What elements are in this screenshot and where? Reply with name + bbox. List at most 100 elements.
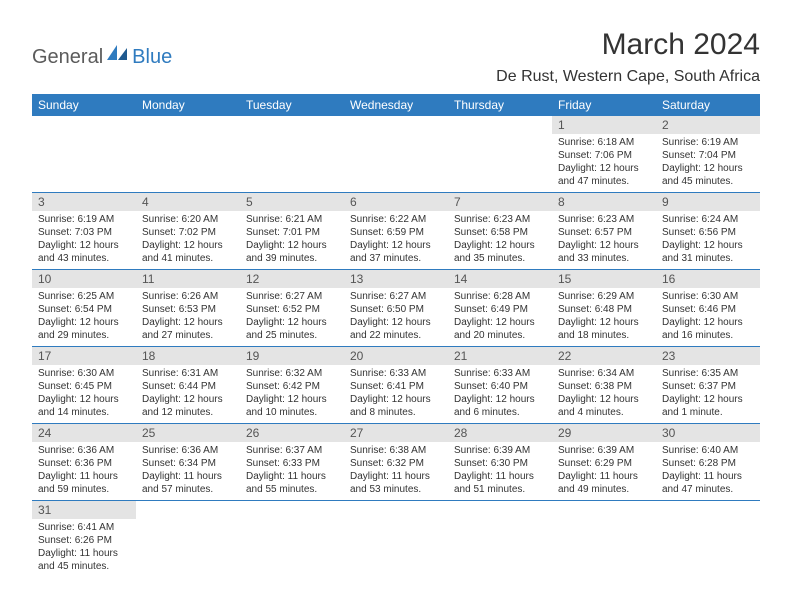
calendar-empty-cell <box>448 501 552 578</box>
day-number: 9 <box>656 193 760 211</box>
calendar-day-cell: 25Sunrise: 6:36 AMSunset: 6:34 PMDayligh… <box>136 424 240 501</box>
day-number: 27 <box>344 424 448 442</box>
daylight-text-2: and 6 minutes. <box>454 406 546 419</box>
calendar-week-row: 24Sunrise: 6:36 AMSunset: 6:36 PMDayligh… <box>32 424 760 501</box>
sunrise-text: Sunrise: 6:30 AM <box>38 367 130 380</box>
calendar-day-cell: 13Sunrise: 6:27 AMSunset: 6:50 PMDayligh… <box>344 270 448 347</box>
day-content: Sunrise: 6:41 AMSunset: 6:26 PMDaylight:… <box>32 519 136 577</box>
day-number: 17 <box>32 347 136 365</box>
calendar-day-cell: 7Sunrise: 6:23 AMSunset: 6:58 PMDaylight… <box>448 193 552 270</box>
weekday-header: Sunday <box>32 94 136 116</box>
daylight-text-2: and 12 minutes. <box>142 406 234 419</box>
calendar-day-cell: 1Sunrise: 6:18 AMSunset: 7:06 PMDaylight… <box>552 116 656 193</box>
calendar-day-cell: 12Sunrise: 6:27 AMSunset: 6:52 PMDayligh… <box>240 270 344 347</box>
sunrise-text: Sunrise: 6:27 AM <box>246 290 338 303</box>
sunset-text: Sunset: 6:46 PM <box>662 303 754 316</box>
calendar-empty-cell <box>344 501 448 578</box>
daylight-text-1: Daylight: 12 hours <box>558 316 650 329</box>
weekday-header: Wednesday <box>344 94 448 116</box>
daylight-text-2: and 47 minutes. <box>558 175 650 188</box>
sunset-text: Sunset: 6:26 PM <box>38 534 130 547</box>
sunset-text: Sunset: 6:45 PM <box>38 380 130 393</box>
daylight-text-2: and 51 minutes. <box>454 483 546 496</box>
day-number: 30 <box>656 424 760 442</box>
daylight-text-1: Daylight: 12 hours <box>454 316 546 329</box>
sunset-text: Sunset: 6:30 PM <box>454 457 546 470</box>
calendar-day-cell: 4Sunrise: 6:20 AMSunset: 7:02 PMDaylight… <box>136 193 240 270</box>
daylight-text-2: and 4 minutes. <box>558 406 650 419</box>
month-title: March 2024 <box>496 28 760 62</box>
sunrise-text: Sunrise: 6:21 AM <box>246 213 338 226</box>
sunrise-text: Sunrise: 6:28 AM <box>454 290 546 303</box>
day-number: 23 <box>656 347 760 365</box>
day-content: Sunrise: 6:22 AMSunset: 6:59 PMDaylight:… <box>344 211 448 269</box>
daylight-text-1: Daylight: 12 hours <box>350 316 442 329</box>
logo-text-general: General <box>32 46 103 69</box>
day-number: 6 <box>344 193 448 211</box>
calendar-week-row: 17Sunrise: 6:30 AMSunset: 6:45 PMDayligh… <box>32 347 760 424</box>
sunset-text: Sunset: 7:01 PM <box>246 226 338 239</box>
daylight-text-1: Daylight: 11 hours <box>454 470 546 483</box>
daylight-text-1: Daylight: 11 hours <box>558 470 650 483</box>
daylight-text-2: and 39 minutes. <box>246 252 338 265</box>
daylight-text-1: Daylight: 11 hours <box>142 470 234 483</box>
sunset-text: Sunset: 6:56 PM <box>662 226 754 239</box>
day-number: 29 <box>552 424 656 442</box>
day-number: 8 <box>552 193 656 211</box>
sunset-text: Sunset: 6:37 PM <box>662 380 754 393</box>
daylight-text-1: Daylight: 12 hours <box>38 316 130 329</box>
sunset-text: Sunset: 6:41 PM <box>350 380 442 393</box>
daylight-text-1: Daylight: 12 hours <box>142 239 234 252</box>
day-content: Sunrise: 6:30 AMSunset: 6:45 PMDaylight:… <box>32 365 136 423</box>
day-number: 31 <box>32 501 136 519</box>
day-content: Sunrise: 6:30 AMSunset: 6:46 PMDaylight:… <box>656 288 760 346</box>
sunset-text: Sunset: 6:54 PM <box>38 303 130 316</box>
daylight-text-2: and 37 minutes. <box>350 252 442 265</box>
sunrise-text: Sunrise: 6:26 AM <box>142 290 234 303</box>
day-content: Sunrise: 6:27 AMSunset: 6:50 PMDaylight:… <box>344 288 448 346</box>
daylight-text-2: and 27 minutes. <box>142 329 234 342</box>
day-content: Sunrise: 6:36 AMSunset: 6:34 PMDaylight:… <box>136 442 240 500</box>
calendar-day-cell: 27Sunrise: 6:38 AMSunset: 6:32 PMDayligh… <box>344 424 448 501</box>
day-number: 2 <box>656 116 760 134</box>
sunrise-text: Sunrise: 6:35 AM <box>662 367 754 380</box>
sunrise-text: Sunrise: 6:39 AM <box>558 444 650 457</box>
calendar-week-row: 31Sunrise: 6:41 AMSunset: 6:26 PMDayligh… <box>32 501 760 578</box>
calendar-day-cell: 30Sunrise: 6:40 AMSunset: 6:28 PMDayligh… <box>656 424 760 501</box>
sunset-text: Sunset: 6:28 PM <box>662 457 754 470</box>
calendar-day-cell: 26Sunrise: 6:37 AMSunset: 6:33 PMDayligh… <box>240 424 344 501</box>
daylight-text-1: Daylight: 12 hours <box>246 316 338 329</box>
calendar-day-cell: 9Sunrise: 6:24 AMSunset: 6:56 PMDaylight… <box>656 193 760 270</box>
day-content: Sunrise: 6:27 AMSunset: 6:52 PMDaylight:… <box>240 288 344 346</box>
header: General Blue March 2024 De Rust, Western… <box>32 28 760 86</box>
weekday-header: Friday <box>552 94 656 116</box>
sunrise-text: Sunrise: 6:19 AM <box>38 213 130 226</box>
day-content: Sunrise: 6:21 AMSunset: 7:01 PMDaylight:… <box>240 211 344 269</box>
daylight-text-1: Daylight: 11 hours <box>350 470 442 483</box>
calendar-day-cell: 11Sunrise: 6:26 AMSunset: 6:53 PMDayligh… <box>136 270 240 347</box>
day-content: Sunrise: 6:35 AMSunset: 6:37 PMDaylight:… <box>656 365 760 423</box>
day-number: 24 <box>32 424 136 442</box>
day-number: 26 <box>240 424 344 442</box>
sunrise-text: Sunrise: 6:31 AM <box>142 367 234 380</box>
sunrise-text: Sunrise: 6:25 AM <box>38 290 130 303</box>
sunset-text: Sunset: 6:59 PM <box>350 226 442 239</box>
calendar-day-cell: 2Sunrise: 6:19 AMSunset: 7:04 PMDaylight… <box>656 116 760 193</box>
daylight-text-1: Daylight: 12 hours <box>142 316 234 329</box>
daylight-text-2: and 18 minutes. <box>558 329 650 342</box>
sunrise-text: Sunrise: 6:29 AM <box>558 290 650 303</box>
sunset-text: Sunset: 6:57 PM <box>558 226 650 239</box>
calendar-week-row: 10Sunrise: 6:25 AMSunset: 6:54 PMDayligh… <box>32 270 760 347</box>
day-number: 1 <box>552 116 656 134</box>
daylight-text-1: Daylight: 11 hours <box>38 547 130 560</box>
daylight-text-2: and 10 minutes. <box>246 406 338 419</box>
daylight-text-2: and 1 minute. <box>662 406 754 419</box>
weekday-header: Thursday <box>448 94 552 116</box>
calendar-day-cell: 8Sunrise: 6:23 AMSunset: 6:57 PMDaylight… <box>552 193 656 270</box>
daylight-text-2: and 31 minutes. <box>662 252 754 265</box>
day-content: Sunrise: 6:33 AMSunset: 6:41 PMDaylight:… <box>344 365 448 423</box>
sunset-text: Sunset: 6:53 PM <box>142 303 234 316</box>
day-content: Sunrise: 6:39 AMSunset: 6:29 PMDaylight:… <box>552 442 656 500</box>
calendar-empty-cell <box>136 501 240 578</box>
daylight-text-2: and 55 minutes. <box>246 483 338 496</box>
